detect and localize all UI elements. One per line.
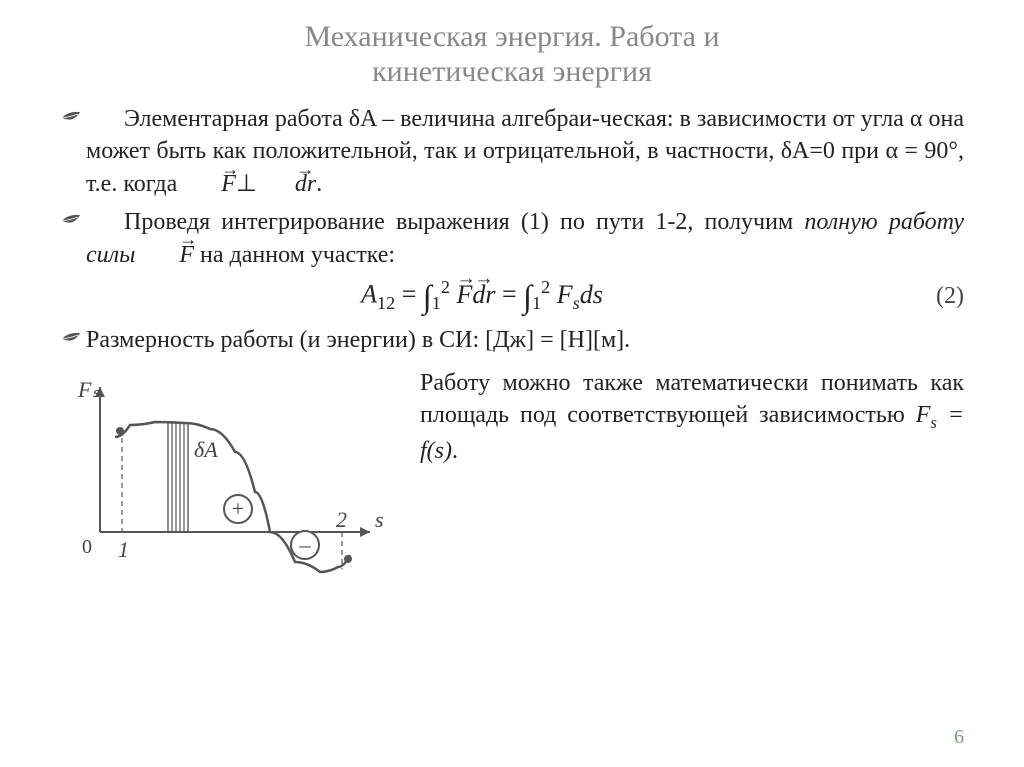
equation-number: (2) [904, 283, 964, 310]
title-line2: кинетическая энергия [372, 55, 652, 88]
svg-text:δA: δA [194, 437, 218, 462]
equation-body: A12 = ∫12 Fdr = ∫12 Fsds [60, 277, 904, 317]
svg-text:+: + [232, 496, 244, 521]
svg-text:–: – [299, 532, 312, 557]
bullet-icon [60, 330, 86, 353]
svg-text:s: s [375, 507, 384, 532]
work-integral-diagram: Fₛ s 0 1 2 δA + – [60, 367, 400, 612]
bullet-2: Проведя интегрирование выражения (1) по … [60, 206, 964, 271]
bullet-icon [60, 212, 86, 235]
bullet-3-text: Размерность работы (и энергии) в СИ: [Дж… [86, 324, 630, 356]
bullet-1-text: Элементарная работа δA – величина алгебр… [86, 103, 964, 200]
bullet-icon [60, 109, 86, 132]
svg-text:1: 1 [118, 537, 129, 562]
svg-text:2: 2 [336, 507, 347, 532]
bullet-2-text: Проведя интегрирование выражения (1) по … [86, 206, 964, 271]
page-number: 6 [954, 726, 964, 749]
svg-text:Fₛ: Fₛ [77, 377, 100, 402]
diagram-caption: Работу можно также математически понимат… [400, 367, 964, 612]
equation-2: A12 = ∫12 Fdr = ∫12 Fsds (2) [60, 277, 964, 317]
title-line1: Механическая энергия. Работа и [304, 20, 719, 53]
bullet-3: Размерность работы (и энергии) в СИ: [Дж… [60, 324, 964, 356]
slide-title: Механическая энергия. Работа и кинетичес… [60, 20, 964, 89]
svg-text:0: 0 [82, 536, 92, 558]
bullet-1: Элементарная работа δA – величина алгебр… [60, 103, 964, 200]
